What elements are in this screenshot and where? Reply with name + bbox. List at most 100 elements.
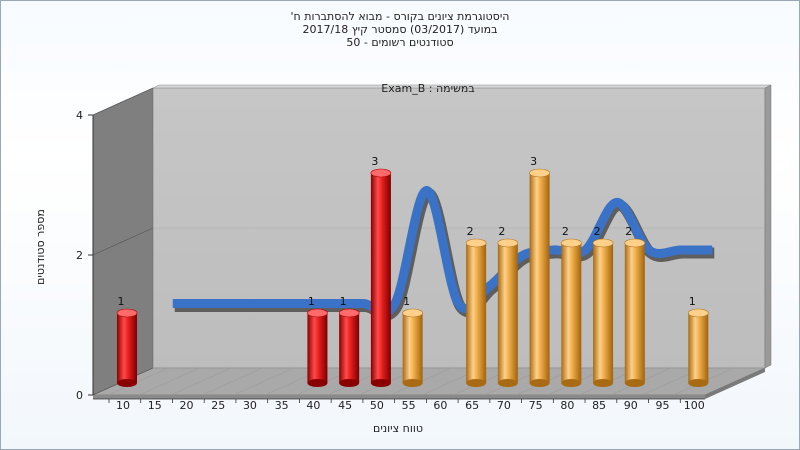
bar-value-label-50: 3 — [371, 155, 378, 168]
bar-top — [307, 308, 328, 318]
bar-value-label-75: 3 — [530, 155, 537, 168]
bar-body — [688, 313, 709, 383]
bar-body — [497, 243, 518, 383]
bar-body — [402, 313, 423, 383]
y-grid-side-line — [92, 87, 154, 116]
x-tick-label-65: 65 — [465, 399, 479, 412]
floor-front-edge — [93, 395, 705, 399]
x-tick-label-75: 75 — [529, 399, 543, 412]
bar-base — [339, 379, 360, 387]
bar-top — [592, 238, 614, 248]
bar-top — [116, 308, 138, 318]
bar-40 — [307, 308, 328, 387]
bar-body — [624, 243, 645, 383]
chart-titles: היסטוגרמת ציונים בקורס - מבוא להסתברות ח… — [0, 10, 800, 49]
wall-right-edge — [764, 84, 772, 369]
x-tick-label-10: 10 — [116, 399, 130, 412]
bar-value-label-65: 2 — [467, 225, 474, 238]
bar-90 — [624, 238, 646, 387]
bar-45 — [338, 308, 360, 387]
bar-top — [561, 238, 582, 248]
floor-right-edge — [705, 368, 765, 399]
y-tick-label: 2 — [76, 249, 83, 262]
y-tick-label: 0 — [76, 389, 83, 402]
bar-base — [497, 379, 518, 387]
bar-base — [307, 379, 328, 387]
bar-value-label-10: 1 — [118, 295, 125, 308]
bar-body — [307, 313, 328, 383]
chart-annotation: Exam_B : במשימה — [381, 82, 474, 95]
curve-ribbon — [172, 185, 713, 317]
bar-base — [117, 379, 137, 387]
x-tick-label-20: 20 — [179, 399, 193, 412]
chart-subtitle-students: סטודנטים רשומים - 50 — [346, 36, 454, 49]
y-tick-label: 4 — [76, 109, 83, 122]
bar-value-label-85: 2 — [594, 225, 601, 238]
bar-top — [338, 308, 360, 318]
bar-body — [466, 243, 487, 383]
bar-85 — [592, 238, 614, 387]
x-tick-label-70: 70 — [497, 399, 511, 412]
bar-100 — [687, 308, 709, 387]
x-tick-label-30: 30 — [243, 399, 257, 412]
y-grid-side-line — [92, 227, 154, 256]
x-tick-label-25: 25 — [211, 399, 225, 412]
x-tick-label-35: 35 — [275, 399, 289, 412]
floor-grid-line — [202, 367, 263, 396]
bar-75 — [529, 168, 550, 387]
bar-70 — [497, 238, 519, 387]
bar-top — [529, 168, 550, 178]
floor-grid-line — [233, 367, 294, 396]
x-tick-label-40: 40 — [306, 399, 320, 412]
chart-subtitle-period: במועד (03/2017) סמסטר קיץ 2017/18 — [302, 23, 498, 36]
x-tick-label-50: 50 — [370, 399, 384, 412]
bar-value-label-80: 2 — [562, 225, 569, 238]
floor-grid-line — [107, 367, 169, 396]
bar-top — [370, 168, 392, 178]
bar-65 — [465, 238, 487, 387]
floor-grid-line — [139, 367, 200, 396]
bar-top — [687, 308, 709, 318]
bar-base — [402, 379, 423, 387]
bar-base — [370, 379, 391, 387]
bar-value-label-90: 2 — [625, 225, 632, 238]
bar-base — [593, 379, 614, 387]
bar-value-label-45: 1 — [340, 295, 347, 308]
bar-value-label-55: 1 — [403, 295, 410, 308]
x-axis-title: טווח ציונים — [373, 422, 423, 435]
bar-top — [465, 238, 487, 248]
x-tick-label-100: 100 — [684, 399, 705, 412]
bar-value-label-40: 1 — [308, 295, 315, 308]
bar-80 — [561, 238, 582, 387]
bar-body — [117, 313, 137, 383]
x-tick-label-60: 60 — [433, 399, 447, 412]
x-tick-label-85: 85 — [592, 399, 606, 412]
bar-value-label-100: 1 — [689, 295, 696, 308]
chart-title: היסטוגרמת ציונים בקורס - מבוא להסתברות ח… — [290, 10, 510, 23]
x-tick-label-45: 45 — [338, 399, 352, 412]
bar-base — [561, 379, 582, 387]
bar-body — [339, 313, 360, 383]
bar-body — [370, 173, 391, 383]
bar-base — [688, 379, 709, 387]
bar-top — [402, 308, 423, 318]
bar-base — [466, 379, 487, 387]
x-tick-label-95: 95 — [656, 399, 670, 412]
x-tick-label-15: 15 — [148, 399, 162, 412]
bar-55 — [402, 308, 423, 387]
x-tick-label-55: 55 — [402, 399, 416, 412]
bar-body — [593, 243, 614, 383]
bar-top — [624, 238, 646, 248]
bar-top — [497, 238, 519, 248]
x-tick-label-80: 80 — [560, 399, 574, 412]
bar-base — [624, 379, 645, 387]
floor-grid-line — [170, 367, 231, 396]
bar-body — [561, 243, 582, 383]
bar-10 — [116, 308, 138, 387]
bar-50 — [370, 168, 392, 387]
floor — [92, 367, 766, 396]
bar-base — [529, 379, 550, 387]
bar-value-label-70: 2 — [498, 225, 505, 238]
y-axis-title: מספר סטודנטים — [34, 209, 47, 285]
